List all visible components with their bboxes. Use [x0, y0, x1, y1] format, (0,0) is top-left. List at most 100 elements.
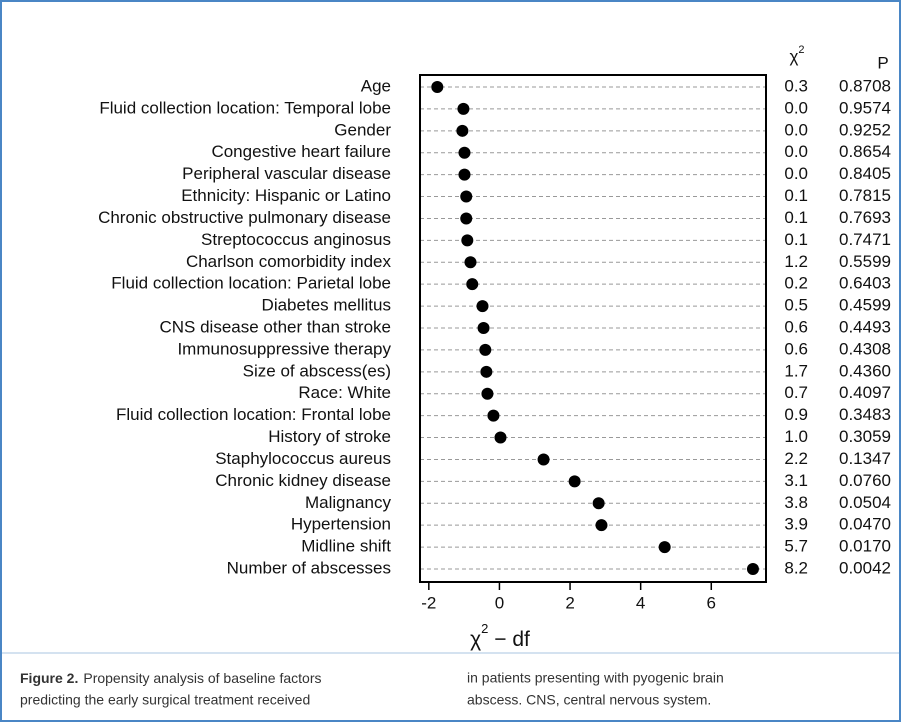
category-label: Staphylococcus aureus [215, 449, 391, 468]
dot [479, 343, 492, 356]
chi2-value: 8.2 [784, 558, 808, 577]
category-label: Chronic kidney disease [215, 471, 391, 490]
caption-text: in patients presenting with pyogenic bra… [467, 670, 724, 686]
chi2-value: 1.2 [784, 252, 808, 271]
dot [460, 212, 473, 225]
p-value: 0.4599 [839, 296, 891, 315]
dot [476, 300, 489, 313]
chi2-value: 0.0 [784, 164, 808, 183]
p-value: 0.0504 [839, 493, 891, 512]
category-label: Hypertension [291, 515, 391, 534]
chi2-value: 0.0 [784, 120, 808, 139]
category-label: History of stroke [268, 427, 391, 446]
category-label: Fluid collection location: Frontal lobe [116, 405, 391, 424]
category-label: Midline shift [301, 537, 391, 556]
p-value: 0.4308 [839, 339, 891, 358]
dot [466, 278, 479, 291]
p-value: 0.7693 [839, 208, 891, 227]
dot [658, 541, 671, 554]
caption-text: predicting the early surgical treatment … [20, 692, 310, 708]
chi2-value: 3.1 [784, 471, 808, 490]
category-label: Fluid collection location: Temporal lobe [99, 98, 391, 117]
dot [487, 409, 500, 422]
caption-text: abscess. CNS, central nervous system. [467, 692, 711, 708]
chi2-value: 3.9 [784, 515, 808, 534]
category-label: Diabetes mellitus [262, 296, 391, 315]
category-label: Fluid collection location: Parietal lobe [111, 274, 391, 293]
p-value: 0.0760 [839, 471, 891, 490]
dot [477, 322, 490, 334]
chi2-value: 0.2 [784, 274, 808, 293]
chi2-value: 0.1 [784, 208, 808, 227]
chi2-value: 3.8 [784, 493, 808, 512]
p-value: 0.4097 [839, 383, 891, 402]
dot [457, 102, 470, 115]
chi2-value: 0.7 [784, 383, 808, 402]
header-chi: χ2 [789, 44, 804, 67]
p-value: 0.4360 [839, 361, 891, 380]
p-value: 0.3059 [839, 427, 891, 446]
p-value: 0.0042 [839, 558, 891, 577]
chi2-value: 0.0 [784, 98, 808, 117]
x-label-base: χ [470, 628, 481, 651]
dot [431, 81, 444, 93]
chi2-value: 2.2 [784, 449, 808, 468]
x-label-sup: 2 [481, 621, 488, 636]
category-label: Congestive heart failure [211, 142, 391, 161]
category-label: Ethnicity: Hispanic or Latino [181, 186, 391, 205]
p-value: 0.9252 [839, 120, 891, 139]
p-value: 0.8654 [839, 142, 891, 161]
plot-frame [419, 74, 767, 583]
dot [480, 365, 493, 378]
category-label: CNS disease other than stroke [159, 317, 391, 336]
dot [537, 453, 550, 466]
p-value: 0.0170 [839, 537, 891, 556]
chi2-value: 0.1 [784, 186, 808, 205]
category-label: Age [361, 76, 391, 95]
dot [568, 475, 581, 488]
header-p: P [877, 53, 888, 72]
chi2-value: 0.9 [784, 405, 808, 424]
x-tick-label: -2 [421, 593, 436, 612]
category-label: Peripheral vascular disease [182, 164, 391, 183]
p-value: 0.3483 [839, 405, 891, 424]
dot [481, 387, 494, 400]
x-tick-label: 0 [495, 593, 504, 612]
header-chi-base: χ [789, 47, 798, 66]
x-label-rest: − df [488, 628, 530, 651]
x-tick-label: 6 [707, 593, 716, 612]
p-value: 0.7815 [839, 186, 891, 205]
p-value: 0.5599 [839, 252, 891, 271]
p-value: 0.6403 [839, 274, 891, 293]
x-tick-label: 4 [636, 593, 645, 612]
chi2-value: 5.7 [784, 537, 808, 556]
dot [464, 256, 477, 269]
caption-label: Figure 2. [20, 670, 78, 686]
dot [592, 497, 605, 510]
category-label: Streptococcus anginosus [201, 230, 391, 249]
category-label: Number of abscesses [227, 558, 391, 577]
dot [595, 519, 608, 532]
category-label: Chronic obstructive pulmonary disease [98, 208, 391, 227]
p-value: 0.9574 [839, 98, 891, 117]
p-value: 0.8708 [839, 76, 891, 95]
p-value: 0.7471 [839, 230, 891, 249]
x-axis-label: χ2 − df [470, 621, 530, 650]
header-chi-sup: 2 [798, 44, 804, 56]
chi2-value: 1.0 [784, 427, 808, 446]
category-label: Charlson comorbidity index [186, 252, 392, 271]
caption-line: Figure 2. Propensity analysis of baseline… [20, 670, 321, 686]
chi2-value: 0.6 [784, 339, 808, 358]
chi2-value: 1.7 [784, 361, 808, 380]
chi2-value: 0.0 [784, 142, 808, 161]
category-label: Race: White [298, 383, 391, 402]
dot [458, 146, 471, 159]
dot [460, 190, 473, 203]
chi2-value: 0.1 [784, 230, 808, 249]
category-label: Malignancy [305, 493, 391, 512]
dot [494, 431, 507, 444]
chi2-value: 0.3 [784, 76, 808, 95]
chi2-value: 0.6 [784, 317, 808, 336]
p-value: 0.1347 [839, 449, 891, 468]
